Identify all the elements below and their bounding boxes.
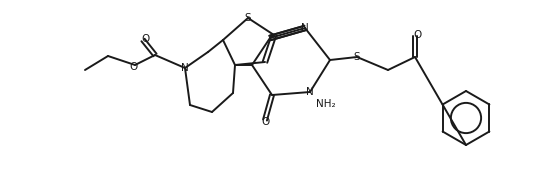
Text: O: O [413, 30, 421, 40]
Text: O: O [261, 117, 269, 127]
Text: NH₂: NH₂ [316, 99, 336, 109]
Text: N: N [181, 63, 189, 73]
Text: N: N [306, 87, 314, 97]
Text: O: O [141, 34, 149, 44]
Text: O: O [130, 62, 138, 72]
Text: S: S [245, 13, 252, 23]
Text: S: S [354, 52, 360, 62]
Text: N: N [301, 23, 309, 33]
